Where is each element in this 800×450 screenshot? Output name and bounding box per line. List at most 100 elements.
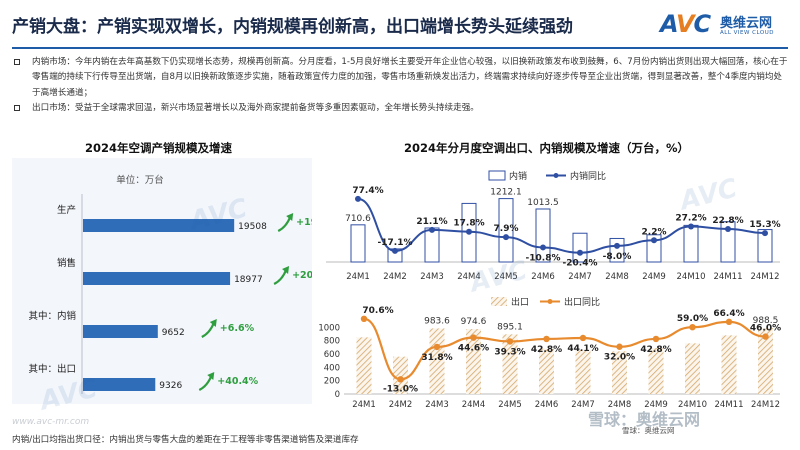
- line-value-label: -13.0%: [383, 384, 418, 394]
- line-point: [355, 195, 361, 202]
- line-point: [540, 244, 546, 251]
- avc-logo: AVC 奥维云网 ALL VIEW CLOUD: [660, 10, 790, 42]
- line-value-label: 39.3%: [494, 347, 525, 357]
- site-url: www.avc-mr.com: [12, 417, 90, 427]
- growth-label: +40.4%: [217, 376, 258, 387]
- x-tick-label: 24M8: [608, 400, 632, 410]
- bar: [83, 219, 235, 232]
- x-tick-label: 24M2: [383, 272, 407, 282]
- x-tick-label: 24M5: [494, 272, 518, 282]
- bar: [758, 328, 773, 394]
- legend-label: 出口: [511, 296, 529, 308]
- line-value-label: 46.0%: [750, 324, 781, 334]
- left-chart-title: 2024年空调产销规模及增速: [85, 141, 233, 155]
- line-value-label: 42.8%: [640, 345, 671, 355]
- x-tick-label: 24M7: [571, 400, 595, 410]
- bar: [502, 334, 518, 394]
- up-arrow-head-icon: [282, 266, 290, 274]
- logo-en-text: ALL VIEW CLOUD: [720, 30, 774, 36]
- line-value-label: 32.0%: [604, 353, 635, 363]
- bar-value-label: 974.6: [461, 317, 487, 327]
- legend-label: 出口同比: [564, 296, 600, 308]
- line-value-label: 31.8%: [421, 353, 452, 363]
- bar: [721, 335, 737, 394]
- line-point: [470, 334, 477, 341]
- x-tick-label: 24M12: [751, 400, 780, 410]
- bar: [648, 348, 664, 394]
- bullet-square-icon: [14, 59, 20, 65]
- line-point: [652, 335, 660, 343]
- logo-cn-text: 奥维云网: [720, 16, 773, 31]
- bar-value-label: 983.6: [424, 316, 450, 326]
- line-value-label: 59.0%: [677, 314, 708, 324]
- xueqiu-watermark: 雪球：奥维云网: [588, 410, 701, 429]
- bar: [609, 237, 625, 263]
- bar: [575, 350, 591, 394]
- category-label: 其中：出口: [28, 363, 76, 375]
- y-tick-label: 800: [324, 337, 340, 347]
- x-tick-label: 24M4: [462, 400, 486, 410]
- y-tick-label: 400: [324, 363, 340, 373]
- bar: [429, 328, 445, 394]
- line-point: [397, 376, 404, 383]
- line-value-label: 27.2%: [675, 214, 706, 224]
- category-label: 生产: [57, 204, 76, 216]
- line-value-label: 17.8%: [453, 219, 484, 229]
- y-tick-label: 0: [335, 390, 340, 400]
- bar: [685, 343, 700, 394]
- line-value-label: 66.4%: [713, 309, 744, 319]
- line-value-label: 21.1%: [416, 217, 447, 227]
- series-line: [363, 317, 766, 381]
- y-tick-label: 600: [324, 350, 340, 360]
- up-arrow-head-icon: [286, 213, 294, 221]
- legend-line-marker: [547, 299, 553, 304]
- line-value-label: -17.1%: [378, 238, 413, 248]
- unit-label: 单位：万台: [116, 174, 164, 186]
- bar: [83, 272, 231, 285]
- line-value-label: -20.4%: [563, 259, 598, 269]
- x-tick-label: 24M9: [644, 400, 668, 410]
- value-label: 19508: [238, 222, 267, 232]
- value-label: 9326: [159, 381, 182, 391]
- x-tick-label: 24M6: [535, 400, 559, 410]
- bar-value-label: 710.6: [345, 214, 371, 224]
- legend-bar-swatch: [491, 297, 507, 306]
- line-point: [503, 234, 509, 241]
- avc-logo-mark: AVC: [660, 10, 711, 38]
- x-tick-label: 24M4: [457, 272, 481, 282]
- bar-value-label: 1212.1: [490, 188, 522, 198]
- summary-bullets: 内销市场：今年内销在去年高基数下仍实现增长态势，规模再创新高。分月度看，1-5月…: [12, 55, 788, 117]
- bullet-export-text: 出口市场：受益于全球需求回温，新兴市场显著增长以及海外商家提前备货等多重因素驱动…: [32, 103, 479, 114]
- value-label: 18977: [234, 275, 263, 285]
- x-tick-label: 24M6: [531, 272, 555, 282]
- bar: [466, 329, 481, 394]
- line-point: [429, 226, 435, 233]
- x-tick-label: 24M12: [751, 272, 780, 282]
- line-value-label: 15.3%: [749, 220, 780, 230]
- legend-label: 内销: [509, 170, 527, 182]
- x-tick-label: 24M11: [714, 272, 743, 282]
- line-value-label: -8.0%: [603, 252, 632, 262]
- growth-label: +6.6%: [220, 323, 255, 334]
- bar: [572, 232, 588, 263]
- legend-bar-swatch: [488, 170, 506, 181]
- bar-value-label: 895.1: [497, 322, 523, 332]
- bar: [683, 224, 699, 263]
- growth-label: +20.9%: [292, 270, 312, 281]
- line-point: [614, 242, 620, 249]
- x-tick-label: 24M1: [352, 400, 376, 410]
- line-point: [725, 318, 733, 326]
- domestic-monthly-chart: 内销 内销同比 24M1 710.6 24M2 24M3 24M4 24M5 1212.1 24M…: [326, 170, 781, 282]
- line-value-label: 44.1%: [567, 344, 598, 354]
- title-divider: [12, 47, 788, 49]
- x-tick-label: 24M2: [389, 400, 413, 410]
- x-tick-label: 24M3: [425, 400, 449, 410]
- page-title: 产销大盘：产销实现双增长，内销规模再创新高，出口端增长势头延续强劲: [12, 17, 573, 37]
- line-point: [360, 315, 368, 323]
- growth-label: +19.5%: [296, 217, 312, 228]
- line-value-label: 22.8%: [712, 216, 743, 226]
- x-tick-label: 24M11: [715, 400, 744, 410]
- line-value-label: 70.6%: [362, 306, 393, 316]
- bullet-export: 出口市场：受益于全球需求回温，新兴市场显著增长以及海外商家提前备货等多重因素驱动…: [12, 101, 788, 116]
- line-value-label: 2.2%: [642, 227, 667, 237]
